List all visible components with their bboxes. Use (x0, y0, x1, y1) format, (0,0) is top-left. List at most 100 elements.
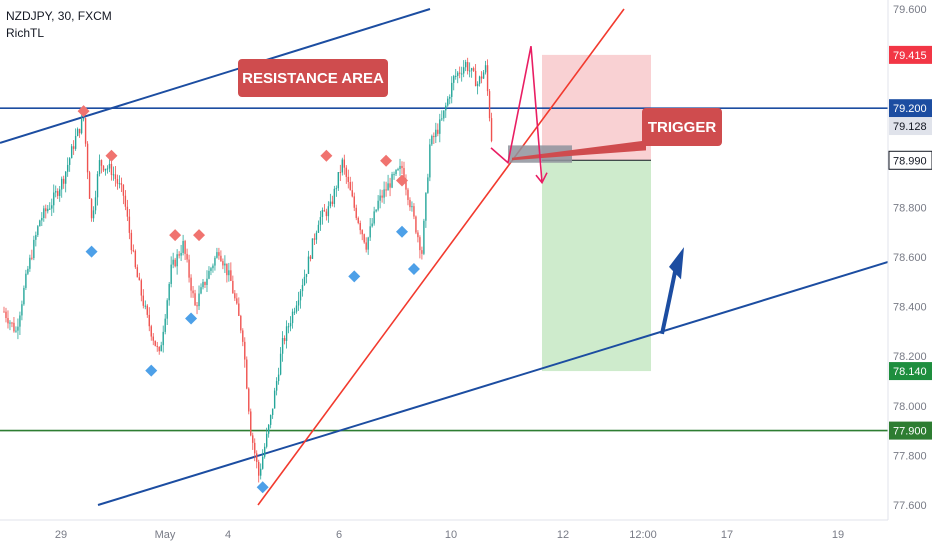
swing-high-marker (105, 149, 118, 162)
candle-body (461, 73, 463, 75)
candle-body (55, 191, 57, 193)
candle-body (88, 172, 91, 199)
candle-body (19, 315, 21, 327)
candle-body (218, 252, 220, 256)
candle-body (252, 435, 254, 443)
candle-body (353, 196, 355, 208)
candle-body (260, 468, 262, 476)
price-tag[interactable]: 78.990 (888, 150, 932, 170)
lower-channel-line[interactable] (97, 261, 889, 506)
candle-body (403, 168, 405, 182)
candle-body (132, 250, 135, 252)
candle-body (287, 326, 290, 328)
candle-body (248, 388, 250, 412)
candle-body (361, 230, 363, 235)
candle-body (480, 76, 483, 79)
candle-body (478, 76, 481, 84)
candle-body (367, 237, 369, 250)
ascending-trend-line[interactable] (257, 8, 625, 506)
candle-body (337, 172, 340, 189)
candle-body (200, 287, 202, 294)
price-tag[interactable]: 79.200 (889, 99, 932, 118)
candle-body (399, 165, 401, 169)
candle-body (164, 318, 166, 332)
candle-body (379, 195, 381, 201)
price-tag-bg (889, 45, 932, 64)
candle-body (250, 411, 252, 436)
candle-body (80, 118, 83, 134)
swing-low-marker (396, 225, 408, 238)
candle-body (59, 189, 61, 196)
candle-body (43, 208, 45, 218)
candle-body (427, 177, 429, 193)
projected-path[interactable] (490, 46, 543, 183)
symbol-legend[interactable]: NZDJPY, 30, FXCM (6, 9, 112, 23)
candle-body (31, 257, 33, 259)
upper-channel-line[interactable] (0, 8, 431, 144)
candle-body (226, 263, 228, 276)
candle-body (341, 159, 343, 173)
candle-body (482, 72, 485, 79)
time-axis[interactable]: 29 May 4 6 10 12 12:00 17 19 (0, 519, 888, 541)
candle-body (41, 217, 43, 221)
candle-body (222, 261, 224, 266)
swing-high-marker (193, 229, 206, 242)
time-tick-label: 29 (55, 529, 67, 541)
candle-body (238, 303, 240, 316)
candle-body (313, 238, 316, 240)
resistance-area-label: RESISTANCE AREA (238, 59, 388, 97)
candle-body (126, 206, 129, 217)
candle-body (281, 338, 284, 354)
candle-body (66, 164, 69, 172)
candle-body (124, 195, 127, 207)
candle-body (170, 264, 172, 284)
candle-body (15, 330, 17, 332)
swing-high-marker (77, 105, 90, 118)
price-tag[interactable]: 79.128 (889, 117, 932, 136)
candle-body (269, 415, 272, 425)
candle-body (315, 232, 318, 240)
candle-body (488, 91, 491, 119)
price-tick-label: 78.200 (893, 351, 927, 363)
candle-body (33, 239, 35, 259)
time-tick-label: 19 (832, 529, 844, 541)
candle-body (385, 189, 387, 191)
candle-body (457, 72, 459, 76)
candle-body (275, 381, 278, 391)
candle-body (357, 217, 359, 223)
price-axis[interactable]: 79.60079.40079.20079.00078.80078.60078.4… (887, 0, 932, 520)
swing-low-marker (145, 364, 158, 377)
candle-body (405, 181, 407, 190)
swing-high-marker (380, 154, 393, 167)
candle-body (146, 305, 148, 315)
candle-body (307, 256, 310, 274)
candle-body (182, 241, 184, 253)
price-tag[interactable]: 78.140 (889, 362, 932, 381)
swing-low-marker (407, 262, 420, 275)
swing-high-marker (320, 149, 333, 162)
candle-body (84, 118, 87, 144)
candle-body (204, 281, 206, 285)
candle-body (17, 326, 19, 331)
candle-body (192, 290, 194, 294)
candle-body (279, 353, 282, 375)
candle-body (466, 62, 469, 71)
indicator-legend[interactable]: RichTL (6, 26, 45, 40)
candle-body (401, 165, 403, 169)
candle-body (212, 265, 214, 269)
take-profit-zone[interactable] (542, 160, 651, 372)
price-tag-bg (889, 362, 932, 381)
candle-body (433, 136, 435, 138)
candle-body (329, 201, 332, 207)
candle-body (7, 318, 9, 324)
candle-body (323, 210, 326, 212)
candle-body (118, 183, 121, 185)
candle-body (459, 72, 461, 74)
candle-body (486, 65, 489, 92)
candle-body (94, 197, 97, 211)
price-tag[interactable]: 77.900 (889, 421, 932, 440)
candle-body (319, 216, 322, 225)
price-tag[interactable]: 79.415 (889, 45, 932, 64)
